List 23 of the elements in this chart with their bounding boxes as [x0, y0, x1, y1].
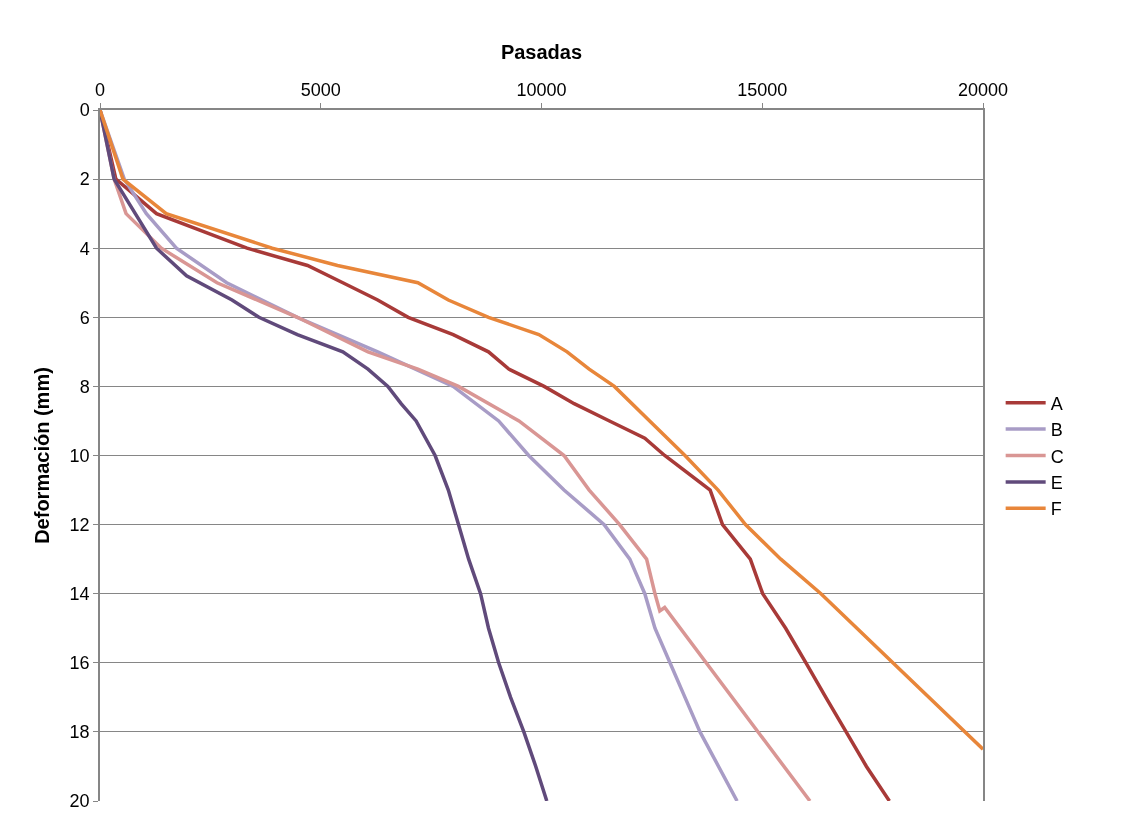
x-tick-label: 20000 [957, 80, 1009, 101]
legend-label: E [1050, 472, 1063, 493]
legend-label: B [1050, 420, 1063, 441]
x-tick-label: 0 [94, 80, 106, 101]
y-tick-label: 20 [69, 791, 90, 812]
y-tick-label: 14 [69, 584, 90, 604]
legend-label: C [1050, 446, 1064, 467]
y-tick-label: 18 [69, 722, 90, 743]
legend-label: F [1050, 499, 1062, 520]
y-tick-label: 8 [79, 376, 90, 397]
y-axis-title: Deformación (mm) [30, 367, 53, 544]
y-tick-label: 6 [79, 307, 90, 328]
y-tick-label: 12 [69, 514, 90, 535]
legend-label: A [1050, 393, 1063, 414]
y-tick-label: 16 [69, 653, 90, 674]
y-tick-label: 2 [79, 169, 90, 190]
x-tick-label: 10000 [516, 80, 567, 101]
x-tick-label: 15000 [737, 80, 788, 101]
y-tick-label: 0 [79, 100, 90, 121]
y-tick-label: 10 [69, 445, 90, 466]
y-tick-label: 4 [79, 238, 90, 259]
x-axis-title: Pasadas [500, 41, 583, 64]
x-tick-label: 5000 [300, 80, 341, 101]
